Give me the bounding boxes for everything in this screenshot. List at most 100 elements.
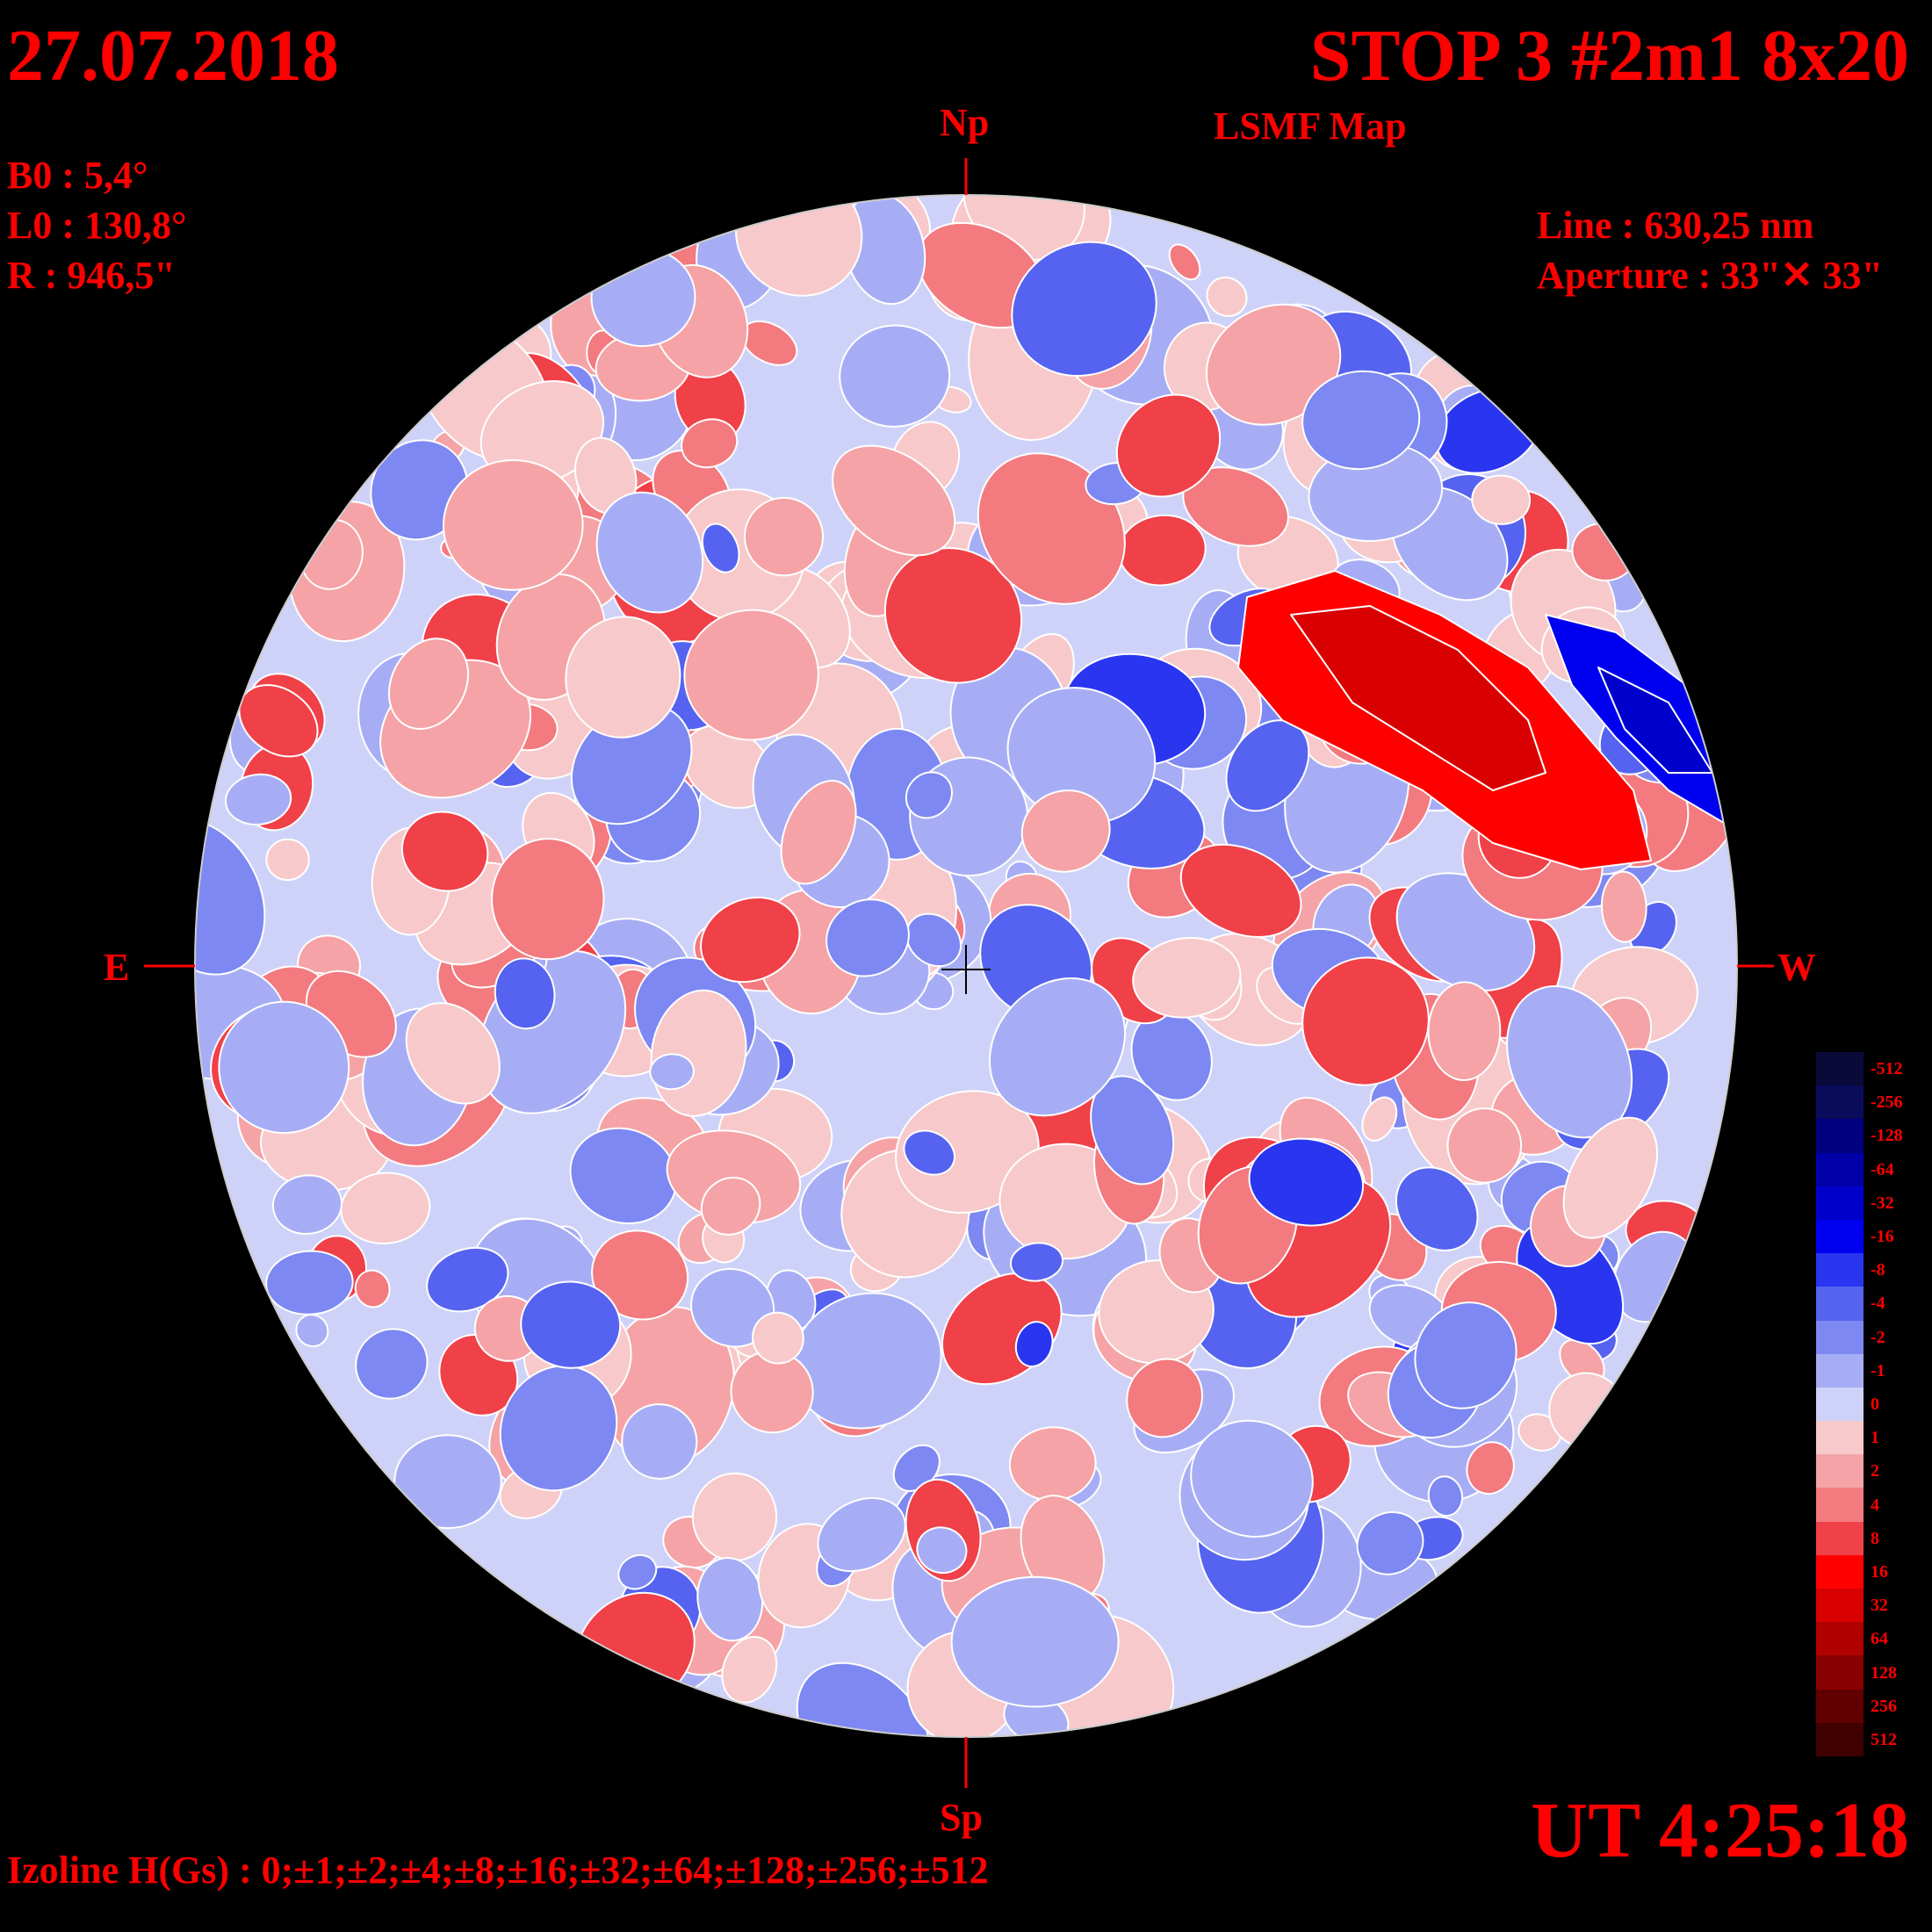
legend-swatch [1816,1353,1864,1388]
legend-swatch [1816,1454,1864,1489]
param-l0: L0 : 130,8° [7,204,187,247]
legend-swatch [1816,1219,1864,1254]
compass-east: E [104,946,130,989]
negative-field-blob [295,1314,329,1348]
negative-field-blob [839,324,951,428]
legend-label: 16 [1871,1561,1888,1582]
legend-label: -64 [1871,1159,1894,1179]
legend-label: -2 [1871,1327,1885,1347]
negative-field-blob [796,1662,931,1737]
legend-label: -16 [1871,1227,1894,1247]
negative-field-blob [649,1053,695,1091]
negative-field-blob [988,977,1127,1117]
negative-field-blob [825,898,910,977]
compass-west: W [1777,946,1816,989]
negative-field-blob [905,771,953,819]
negative-field-blob [1010,1242,1063,1282]
negative-field-blob [701,523,740,573]
negative-field-blob [617,1554,658,1590]
positive-field-blob [1517,1413,1562,1452]
negative-field-blob [1356,1510,1424,1575]
param-line: Line : 630,25 nm [1537,204,1814,247]
positive-field-blob [752,1311,804,1365]
observation-time: UT 4:25:18 [1531,1787,1909,1874]
legend-label: 2 [1871,1461,1879,1481]
positive-field-blob [1427,981,1502,1081]
positive-field-blob [832,444,956,557]
negative-field-blob [916,1526,968,1575]
negative-field-blob [621,1402,698,1480]
legend-swatch [1816,1689,1864,1724]
negative-field-blob [1190,1419,1314,1538]
negative-field-blob [426,1246,509,1313]
strong-field-features [1237,570,1729,870]
negative-field-peak [1597,667,1713,774]
compass-north: Np [940,101,990,144]
param-radius: R : 946,5" [7,254,176,297]
negative-field-blob [1090,1075,1175,1186]
positive-field-blob [744,496,824,577]
legend-label: -32 [1871,1193,1894,1213]
legend-swatch [1816,1085,1864,1120]
map-subtitle: LSMF Map [1214,105,1407,148]
map-title: STOP 3 #2m1 8x20 [1309,15,1909,97]
positive-field-blob [591,1229,689,1321]
positive-field-blob [700,1176,761,1236]
solar-disk [195,195,1737,1737]
legend-label: 32 [1871,1596,1888,1616]
legend-swatch [1816,1287,1864,1322]
positive-field-blob [491,838,605,961]
izoline-levels: Izoline H(Gs) : 0;±1;±2;±4;±8;±16;±32;±6… [7,1849,989,1892]
negative-field-blob [1248,1137,1365,1227]
legend-label: -8 [1871,1260,1885,1280]
positive-field-blob [1471,474,1532,525]
negative-field-blob [1427,1475,1464,1517]
positive-field-blob [721,1635,778,1704]
negative-field-blob [271,1174,343,1235]
legend-label: 64 [1871,1629,1888,1649]
compass-south: Sp [940,1796,983,1839]
legend-swatch [1816,1589,1864,1623]
positive-field-blob [700,897,801,984]
legend-swatch [1816,1152,1864,1187]
negative-field-blob [903,1129,955,1176]
legend-label: 1 [1871,1428,1879,1448]
legend-swatch [1816,1521,1864,1556]
positive-field-blob [1179,843,1302,938]
legend-swatch [1816,1119,1864,1154]
legend-label: 0 [1871,1395,1879,1414]
positive-field-blob [1562,1116,1658,1239]
negative-field-blob [393,1434,502,1530]
positive-field-blob [479,379,605,486]
field-blobs [195,195,1737,1737]
negative-field-blob [1395,1166,1479,1251]
negative-field-blob [218,1000,350,1135]
positive-field-blob [1301,956,1430,1086]
legend-swatch [1816,1722,1864,1757]
legend-label: -512 [1871,1059,1903,1079]
legend-label: 8 [1871,1528,1879,1548]
legend-swatch [1816,1320,1864,1355]
legend-swatch [1816,1488,1864,1523]
positive-field-blob [400,811,489,892]
positive-field-blob [1206,276,1248,317]
negative-field-blob [494,957,556,1030]
legend-label: 4 [1871,1495,1879,1515]
legend-swatch [1816,1421,1864,1455]
positive-field-blob [565,616,681,739]
param-b0: B0 : 5,4° [7,154,148,197]
positive-field-blob [1115,393,1222,498]
positive-field-blob [265,838,310,882]
observation-date: 27.07.2018 [7,15,339,97]
legend-swatch [1816,1622,1864,1656]
positive-field-blob [1132,937,1242,1019]
positive-field-blob [405,1002,501,1105]
legend-label: 256 [1871,1696,1897,1716]
positive-field-blob [683,609,819,741]
negative-field-blob [1301,370,1421,471]
negative-field-blob [1011,241,1157,377]
legend-swatch [1816,1253,1864,1287]
legend-label: -1 [1871,1360,1885,1381]
legend-label: 512 [1871,1729,1897,1749]
